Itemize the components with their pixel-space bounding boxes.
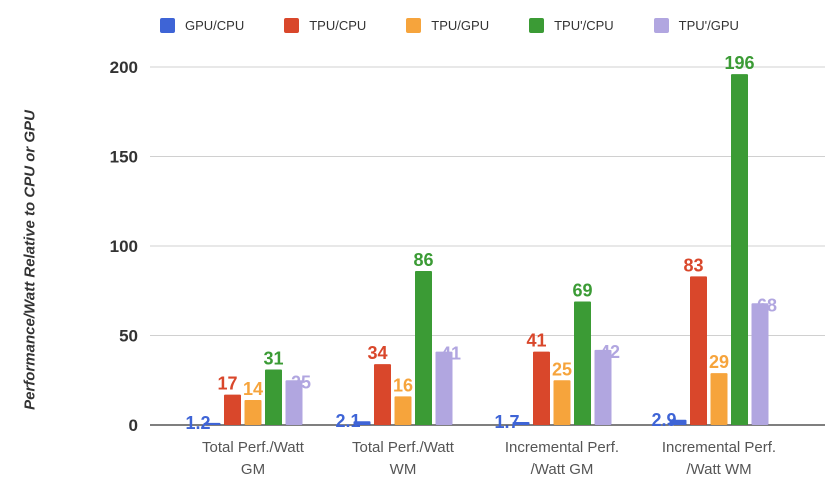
legend: GPU/CPU TPU/CPU TPU/GPU TPU'/CPU TPU'/GP…: [160, 15, 779, 35]
bar: [244, 399, 262, 425]
data-label: 2.1: [335, 411, 360, 431]
data-label: 83: [683, 255, 703, 275]
legend-item-gpu-cpu: GPU/CPU: [160, 17, 245, 33]
legend-label: GPU/CPU: [185, 17, 245, 33]
y-tick-label: 0: [129, 416, 138, 435]
data-label: 196: [724, 53, 754, 73]
data-label: 1.7: [494, 412, 519, 432]
data-label: 1.2: [185, 413, 210, 433]
bar: [669, 419, 687, 425]
bar: [731, 74, 748, 425]
bar: [374, 364, 391, 425]
data-label: 2.9: [651, 410, 676, 430]
legend-label: TPU'/CPU: [554, 17, 614, 33]
x-tick-label: Total Perf./Watt: [352, 439, 455, 456]
data-label: 42: [600, 342, 620, 362]
data-label: 25: [552, 359, 572, 379]
data-label: 31: [263, 349, 283, 369]
bar: [574, 301, 591, 425]
bar: [203, 422, 221, 425]
data-label: 41: [441, 344, 461, 364]
legend-item-tpu-cpu: TPU/CPU: [284, 17, 367, 33]
bar: [394, 396, 412, 425]
legend-swatch: [529, 17, 545, 33]
y-tick-label: 200: [110, 58, 138, 77]
legend-label: TPU/CPU: [309, 17, 367, 33]
data-label: 68: [757, 295, 777, 315]
data-label: 29: [709, 352, 729, 372]
legend-label: TPU/GPU: [431, 17, 490, 33]
y-tick-label: 150: [110, 148, 138, 167]
y-tick-label: 50: [119, 327, 138, 346]
data-label: 86: [413, 250, 433, 270]
bar: [285, 380, 303, 425]
legend-swatch: [284, 17, 300, 33]
legend-item-tpu-gpu: TPU/GPU: [406, 17, 490, 33]
bar: [594, 349, 612, 425]
data-label: 25: [291, 372, 311, 392]
x-tick-label: GM: [241, 461, 265, 478]
bar: [533, 351, 550, 425]
data-label: 41: [526, 331, 546, 351]
bar: [224, 394, 241, 425]
bar: [265, 369, 282, 425]
bar: [353, 421, 371, 425]
x-tick-label: Incremental Perf.: [662, 439, 776, 456]
bar: [751, 303, 769, 425]
legend-item-tpu-prime-gpu: TPU'/GPU: [653, 17, 739, 33]
bar: [690, 276, 707, 425]
x-tick-label: /Watt GM: [531, 461, 594, 478]
y-tick-label: 100: [110, 237, 138, 256]
x-tick-label: Total Perf./Watt: [202, 439, 305, 456]
bar: [512, 421, 530, 425]
legend-swatch: [406, 17, 422, 33]
bar: [553, 380, 571, 425]
bar: [415, 271, 432, 425]
bar: [710, 373, 728, 425]
x-tick-label: /Watt WM: [686, 461, 751, 478]
legend-label: TPU'/GPU: [678, 17, 739, 33]
bar: [435, 351, 453, 425]
data-label: 34: [367, 343, 387, 363]
data-label: 17: [217, 374, 237, 394]
legend-swatch: [653, 17, 669, 33]
data-label: 16: [393, 375, 413, 395]
legend-item-tpu-prime-cpu: TPU'/CPU: [529, 17, 614, 33]
legend-swatch: [160, 17, 175, 33]
data-label: 69: [572, 280, 592, 300]
data-label: 14: [243, 379, 263, 399]
x-tick-label: WM: [390, 461, 417, 478]
x-tick-label: Incremental Perf.: [505, 439, 619, 456]
